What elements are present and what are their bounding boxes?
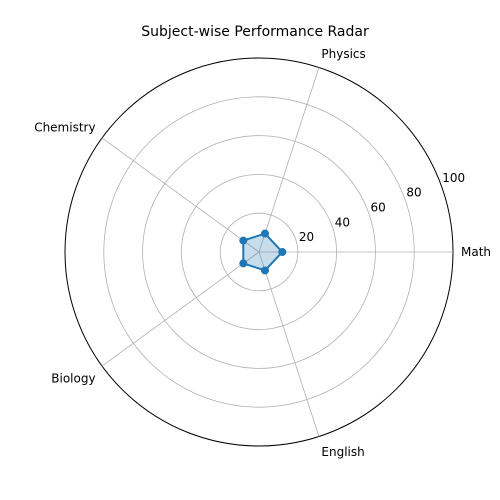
data-point [260, 266, 269, 275]
series-line [242, 232, 284, 272]
labels: 20 40 60 80 100 Math Physics Chemistry Biology En… [34, 47, 491, 459]
r-tick-label: 40 [335, 215, 350, 229]
data-point [239, 236, 248, 245]
data-point [239, 259, 248, 268]
spoke-line [258, 67, 320, 253]
category-label: Chemistry [34, 120, 95, 134]
category-label: English [321, 445, 364, 459]
data-layer [239, 229, 287, 275]
data-point [278, 248, 287, 256]
r-tick-label: 100 [442, 171, 465, 185]
spoke-line [101, 137, 260, 253]
grid [64, 57, 454, 447]
chart-title: Subject-wise Performance Radar [141, 24, 369, 40]
category-label: Math [461, 245, 491, 259]
spoke-line [258, 251, 320, 437]
r-tick-label: 60 [371, 200, 386, 214]
r-tick-label: 20 [299, 230, 314, 244]
category-label: Biology [51, 372, 95, 386]
spoke-line [101, 251, 260, 367]
r-tick-label: 80 [406, 186, 421, 200]
data-point [260, 229, 269, 238]
category-label: Physics [321, 47, 365, 61]
